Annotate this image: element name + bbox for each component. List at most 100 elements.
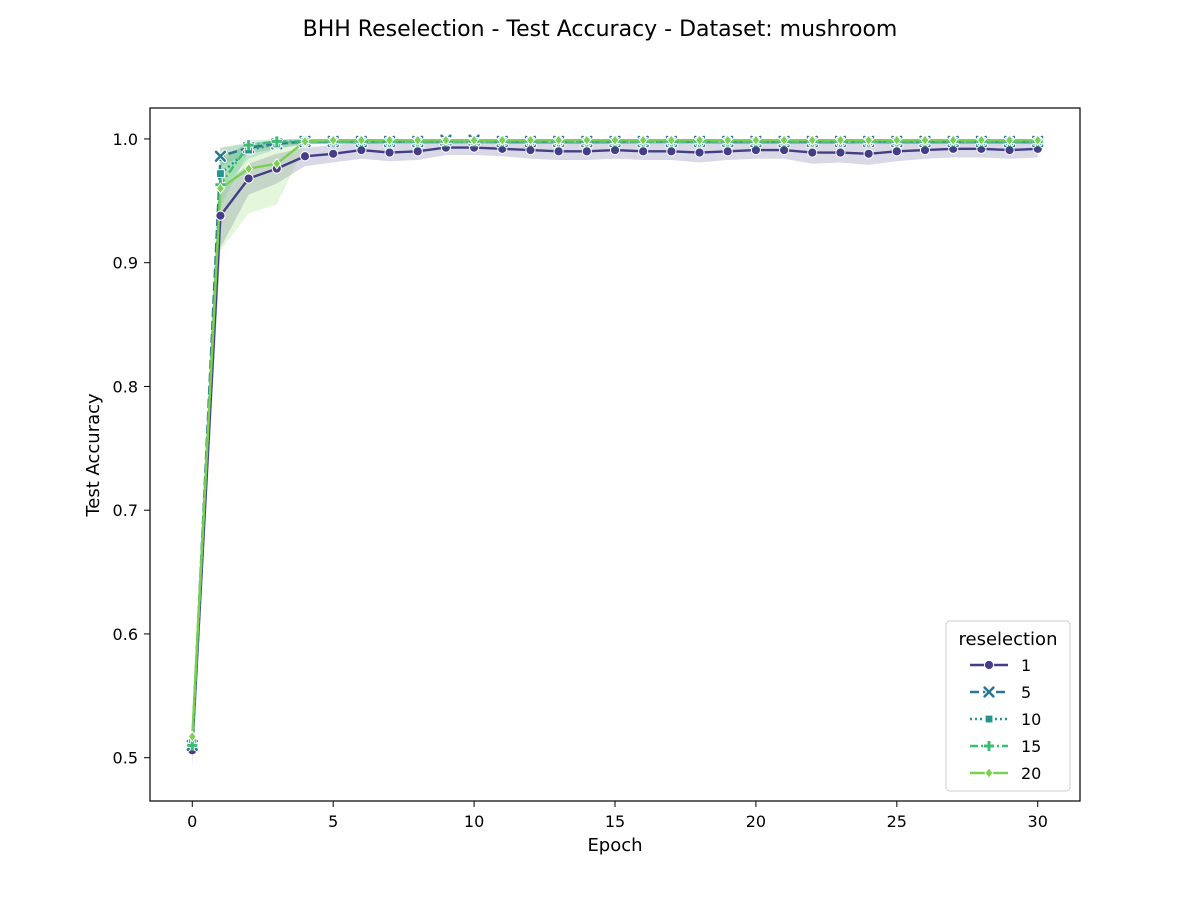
series-line-20: [191, 138, 1038, 737]
legend-marker-10: [984, 714, 994, 724]
x-tick-label: 20: [746, 812, 766, 831]
data-point-20-2: [244, 162, 254, 175]
y-tick-label: 0.5: [113, 749, 138, 768]
x-tick-label: 30: [1028, 812, 1048, 831]
data-point-20-26: [920, 134, 930, 147]
x-tick-label: 10: [464, 812, 484, 831]
confidence-band-15: [192, 138, 1038, 758]
legend-item-1: 1: [970, 656, 1031, 675]
data-point-20-28: [976, 134, 986, 147]
legend-frame: [945, 620, 1071, 792]
data-point-1-25: [891, 146, 902, 157]
data-point-20-15: [610, 134, 620, 147]
series-lines: [191, 138, 1038, 751]
legend-item-10: 10: [970, 710, 1041, 729]
legend-marker-1: [983, 659, 995, 671]
data-point-1-2: [243, 173, 254, 184]
y-tick-label: 1.0: [113, 130, 138, 149]
series-line-15: [191, 140, 1038, 746]
data-point-20-5: [328, 134, 338, 147]
legend-marker-15: [983, 740, 995, 752]
y-tick-label: 0.8: [113, 377, 138, 396]
data-point-20-29: [1005, 134, 1015, 147]
legend-label-1: 1: [1021, 656, 1031, 675]
confidence-band-1: [192, 140, 1038, 768]
data-point-1-7: [384, 147, 395, 158]
plot-frame: [149, 107, 1081, 802]
confidence-band-10: [192, 138, 1038, 756]
y-tick-label: 0.6: [113, 625, 138, 644]
data-point-20-19: [723, 134, 733, 147]
data-point-15-2: [243, 140, 254, 151]
x-tick-label: 5: [328, 812, 338, 831]
y-axis-ticks: 0.5 0.6 0.7 0.8 0.9 1.0: [113, 130, 150, 768]
x-tick-label: 15: [605, 812, 625, 831]
data-point-1-17: [666, 146, 677, 157]
data-point-20-0: [187, 730, 197, 743]
confidence-band-5: [192, 138, 1038, 758]
data-point-20-1: [215, 182, 225, 195]
data-point-20-14: [582, 134, 592, 147]
data-point-1-23: [835, 147, 846, 158]
data-point-20-12: [525, 134, 535, 147]
data-point-20-30: [1033, 134, 1043, 147]
data-point-20-21: [779, 134, 789, 147]
data-point-15-3: [271, 136, 282, 147]
data-point-20-27: [948, 134, 958, 147]
series-line-5: [191, 138, 1038, 746]
data-point-1-4: [299, 151, 311, 162]
y-tick-label: 0.7: [113, 501, 138, 520]
data-point-1-5: [328, 148, 339, 159]
legend-item-20: 20: [970, 764, 1041, 783]
data-point-1-13: [553, 146, 564, 157]
data-point-20-23: [835, 134, 845, 147]
legend-marker-20: [984, 767, 994, 779]
x-axis-label: Epoch: [587, 835, 642, 856]
y-axis-label: Test Accuracy: [83, 393, 104, 518]
data-point-20-10: [469, 134, 479, 147]
data-point-1-1: [215, 210, 226, 221]
legend-label-20: 20: [1021, 764, 1041, 783]
legend-label-15: 15: [1021, 737, 1041, 756]
confidence-bands: [192, 138, 1038, 768]
data-point-5-1: [213, 149, 228, 163]
legend-label-5: 5: [1021, 683, 1031, 702]
data-point-1-19: [722, 146, 733, 157]
data-point-20-11: [497, 134, 507, 147]
chart-title: BHH Reselection - Test Accuracy - Datase…: [303, 17, 898, 42]
data-point-20-17: [666, 134, 676, 147]
data-point-20-4: [300, 135, 310, 148]
data-point-20-13: [554, 134, 564, 147]
data-point-20-18: [695, 134, 705, 147]
data-point-10-1: [216, 169, 225, 178]
data-point-20-6: [356, 134, 366, 147]
legend-item-5: 5: [970, 683, 1031, 702]
data-point-20-25: [892, 134, 902, 147]
legend-title: reselection: [959, 629, 1058, 650]
confidence-band-20: [192, 138, 1038, 752]
data-point-1-8: [412, 146, 423, 157]
data-point-20-24: [864, 134, 874, 147]
series-line-1: [191, 146, 1038, 751]
data-point-1-16: [638, 146, 649, 157]
data-point-20-20: [751, 134, 761, 147]
data-point-20-9: [441, 134, 451, 147]
legend-item-15: 15: [970, 737, 1041, 756]
legend-marker-5: [982, 685, 996, 699]
x-tick-label: 0: [187, 812, 197, 831]
x-tick-label: 25: [887, 812, 907, 831]
legend-label-10: 10: [1021, 710, 1041, 729]
y-tick-label: 0.9: [113, 254, 138, 273]
data-point-1-24: [863, 148, 874, 159]
data-point-20-7: [385, 134, 395, 147]
data-point-20-16: [638, 134, 648, 147]
x-axis-ticks: 0 5 10 15 20 25 30: [187, 801, 1048, 831]
data-point-1-14: [581, 146, 592, 157]
data-point-20-22: [807, 134, 817, 147]
data-point-1-22: [807, 147, 818, 158]
series-line-10: [191, 140, 1038, 743]
